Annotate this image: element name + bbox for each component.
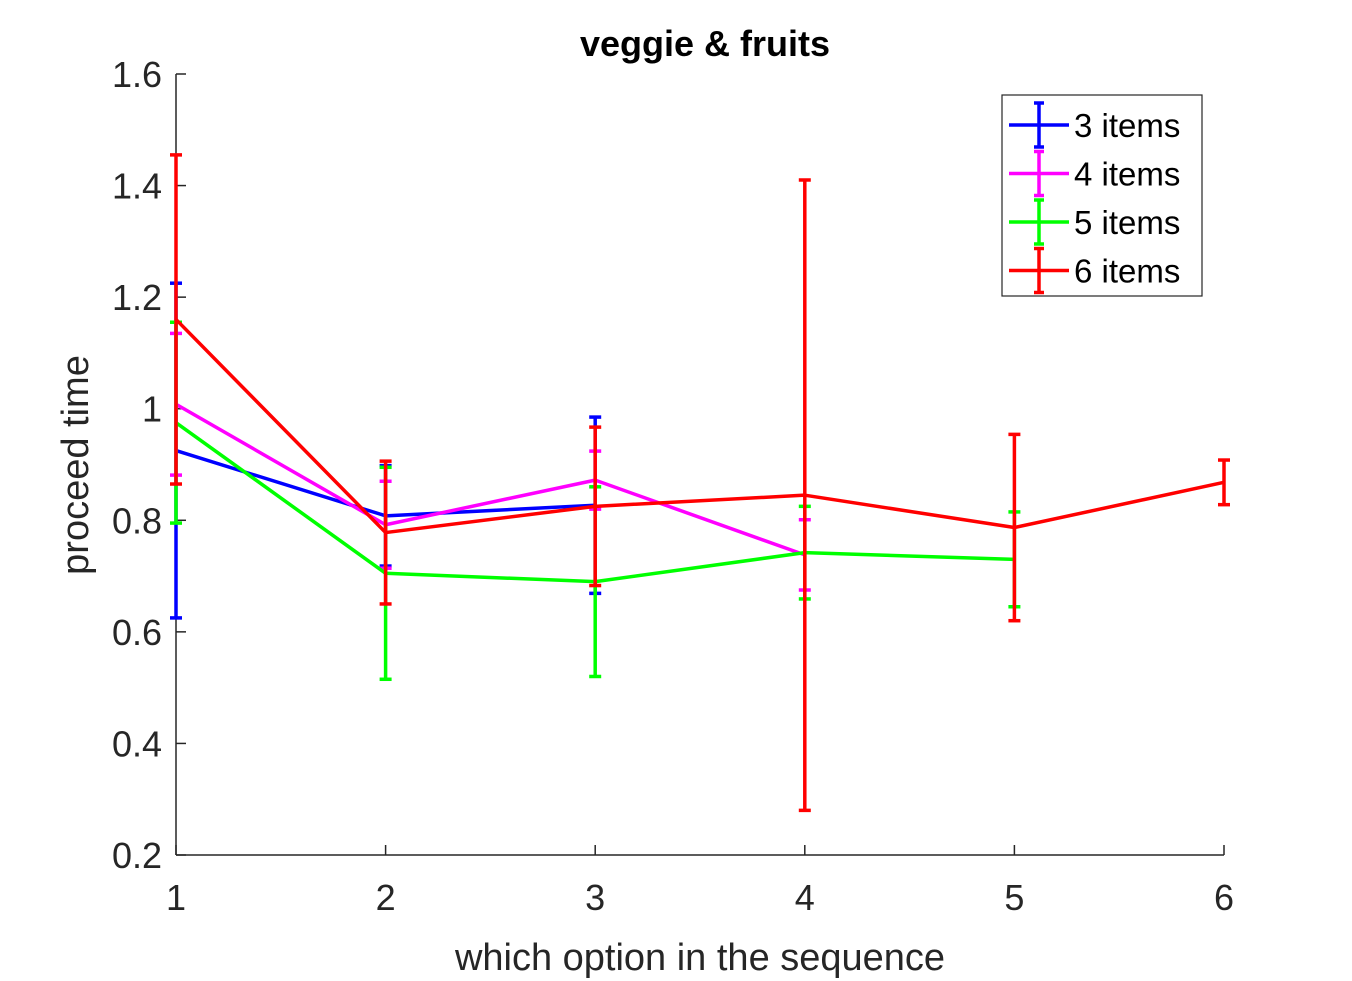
x-axis-label: which option in the sequence [454,937,945,979]
legend-label: 5 items [1074,204,1180,241]
legend-item: 3 items [1009,101,1180,149]
x-tick-label: 3 [585,877,605,918]
y-tick-label: 0.8 [112,500,162,541]
error-bar [589,425,602,588]
chart-title: veggie & fruits [580,23,830,64]
error-bar [170,153,182,486]
legend: 3 items 4 items 5 items 6 items [1001,94,1203,297]
plot-area [170,153,1230,813]
error-bar [1218,458,1230,507]
legend-label: 6 items [1074,253,1180,290]
x-tick-label: 2 [376,877,396,918]
error-bar [379,459,392,606]
legend-item: 4 items [1009,149,1180,198]
y-tick-label: 1 [142,389,162,430]
series-2 [170,331,811,592]
y-tick-label: 1.4 [112,166,162,207]
series-line [174,318,1225,535]
y-tick-label: 0.2 [112,835,162,876]
series-4 [170,153,1230,813]
y-tick-label: 0.6 [112,612,162,653]
y-tick-label: 0.4 [112,723,162,764]
y-tick-label: 1.6 [112,54,162,95]
x-tick-label: 6 [1214,877,1234,918]
legend-label: 3 items [1074,107,1180,144]
y-ticks: 0.2 0.4 0.6 0.8 1 1.2 1.4 1.6 [112,54,186,876]
error-bar [1008,432,1021,623]
axes: 1 2 3 4 5 6 0.2 0.4 0.6 0.8 1 1.2 1.4 1.6 [112,54,1234,918]
x-tick-label: 1 [166,877,186,918]
x-ticks: 1 2 3 4 5 6 [166,845,1234,918]
legend-item: 5 items [1009,198,1180,246]
error-bar [798,178,811,813]
x-tick-label: 5 [1004,877,1024,918]
y-axis-label: proceed time [55,355,97,575]
y-tick-label: 1.2 [112,277,162,318]
series-line [175,402,806,557]
legend-item: 6 items [1009,246,1180,295]
legend-label: 4 items [1074,156,1180,193]
x-tick-label: 4 [795,877,815,918]
